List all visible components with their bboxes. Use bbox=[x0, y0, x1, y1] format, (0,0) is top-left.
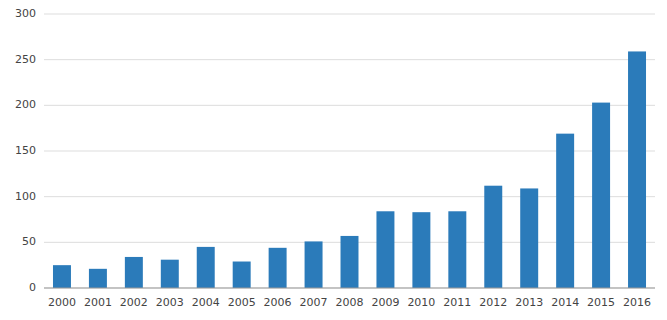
bar bbox=[520, 188, 538, 288]
bar bbox=[197, 247, 215, 288]
y-tick-label: 50 bbox=[22, 235, 36, 248]
x-tick-label: 2016 bbox=[623, 296, 651, 309]
y-tick-label: 0 bbox=[29, 281, 36, 294]
bar bbox=[161, 260, 179, 288]
grid-line bbox=[44, 14, 655, 15]
x-tick-label: 2010 bbox=[407, 296, 435, 309]
bar bbox=[89, 269, 107, 288]
bar bbox=[484, 186, 502, 288]
y-axis: 0 50 100 150 200 250 300 bbox=[15, 7, 36, 294]
grid-line bbox=[44, 105, 655, 106]
x-axis: 2000 2001 2002 2003 2004 2005 2006 2007 2008 2009… bbox=[44, 288, 655, 309]
x-tick-label: 2012 bbox=[479, 296, 507, 309]
bar bbox=[628, 51, 646, 288]
x-tick-label: 2008 bbox=[336, 296, 364, 309]
x-tick-label: 2009 bbox=[371, 296, 399, 309]
grid-line bbox=[44, 288, 655, 289]
grid-line bbox=[44, 59, 655, 60]
y-tick-label: 150 bbox=[15, 144, 36, 157]
bar bbox=[376, 211, 394, 288]
x-tick-label: 2001 bbox=[84, 296, 112, 309]
y-tick-label: 200 bbox=[15, 98, 36, 111]
bar bbox=[448, 211, 466, 288]
x-axis-line bbox=[44, 288, 655, 289]
bar bbox=[305, 241, 323, 288]
bar bbox=[592, 103, 610, 288]
bar bbox=[556, 134, 574, 288]
chart: 0501001502002503002000200120022003200420… bbox=[0, 0, 667, 320]
x-tick-label: 2011 bbox=[443, 296, 471, 309]
x-tick-label: 2000 bbox=[48, 296, 76, 309]
bars bbox=[53, 51, 646, 288]
bar bbox=[341, 236, 359, 288]
x-tick-label: 2005 bbox=[228, 296, 256, 309]
grid bbox=[44, 14, 655, 288]
x-tick-label: 2002 bbox=[120, 296, 148, 309]
y-tick-label: 300 bbox=[15, 7, 36, 20]
bar bbox=[53, 265, 71, 288]
bar bbox=[125, 257, 143, 288]
chart-container: 0501001502002503002000200120022003200420… bbox=[0, 0, 667, 320]
x-tick-label: 2007 bbox=[300, 296, 328, 309]
bar bbox=[269, 248, 287, 288]
y-tick-label: 250 bbox=[15, 53, 36, 66]
x-tick-label: 2006 bbox=[264, 296, 292, 309]
y-tick-label: 100 bbox=[15, 190, 36, 203]
bar bbox=[412, 212, 430, 288]
x-tick-label: 2015 bbox=[587, 296, 615, 309]
x-tick-label: 2003 bbox=[156, 296, 184, 309]
bar bbox=[233, 262, 251, 288]
x-tick-label: 2013 bbox=[515, 296, 543, 309]
x-tick-label: 2004 bbox=[192, 296, 220, 309]
x-tick-label: 2014 bbox=[551, 296, 579, 309]
